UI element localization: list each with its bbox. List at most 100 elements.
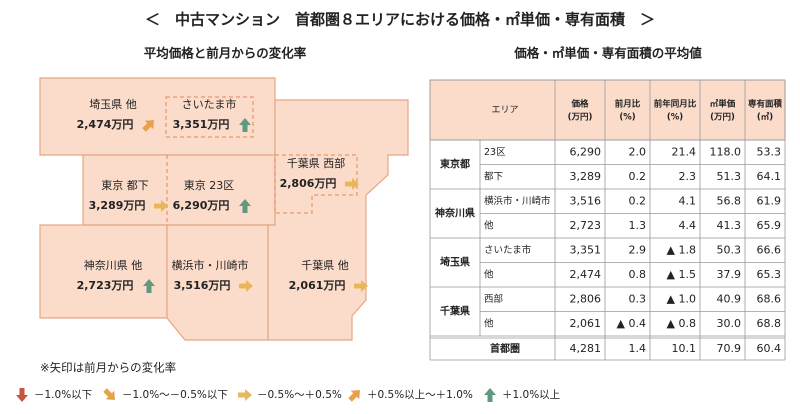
table-cell: 51.3 [717, 170, 742, 183]
table-cell: 0.2 [629, 170, 647, 183]
region-yokohama [166, 224, 269, 341]
group-name: 東京都 [440, 158, 470, 171]
table-cell: 2,723 [570, 219, 602, 232]
table-header: 前年同月比 [654, 99, 697, 110]
table-header: (万円) [568, 113, 593, 123]
table-cell: 2.3 [679, 170, 697, 183]
table-cell: 4,281 [570, 342, 602, 355]
legend-label: ＋1.0%以上 [502, 389, 560, 401]
table-cell: 3,351 [570, 243, 602, 256]
row-area: 他 [484, 317, 494, 329]
row-area: 23区 [484, 147, 506, 158]
arrow-shape [238, 389, 252, 401]
table-cell: 37.9 [717, 268, 742, 281]
table-cell: 0.3 [629, 292, 647, 305]
table-header: (㎡) [757, 112, 773, 123]
table-cell: 65.3 [757, 268, 782, 281]
table-cell: ▲ 1.5 [667, 268, 696, 281]
area-price: 6,290万円 [173, 199, 230, 212]
row-area: さいたま市 [484, 244, 532, 256]
trend-arrow [484, 388, 496, 402]
group-name: 千葉県 [440, 305, 470, 318]
table-cell: 53.3 [757, 145, 782, 158]
total-name: 首都圏 [490, 342, 520, 355]
area-price: 2,806万円 [280, 177, 337, 190]
group-name: 埼玉県 [440, 256, 470, 269]
table-cell: 3,289 [570, 170, 602, 183]
trend-arrow [143, 279, 155, 293]
table-header: (%) [619, 113, 635, 123]
area-price: 3,516万円 [174, 279, 231, 292]
legend-label: －0.5%～＋0.5% [257, 389, 342, 401]
region-chiba [267, 99, 409, 341]
arrow-shape [239, 199, 251, 213]
area-name: 千葉県 西部 [287, 156, 346, 170]
table-header: 専有面積 [748, 99, 783, 110]
area-name: 東京 23区 [184, 178, 235, 192]
arrow-shape [142, 120, 154, 132]
area-price: 3,289万円 [89, 199, 146, 212]
trend-arrow [142, 120, 154, 132]
group-name: 神奈川県 [435, 207, 475, 220]
area-name: 東京 都下 [101, 178, 149, 192]
table-cell: 0.8 [629, 268, 647, 281]
table-header: 価格 [570, 99, 589, 110]
trend-arrow [348, 390, 360, 402]
table-cell: 61.9 [757, 194, 782, 207]
table-cell: 68.6 [757, 292, 782, 305]
table-cell: 118.0 [710, 145, 742, 158]
trend-arrow [345, 178, 359, 190]
table-cell: 2,806 [570, 292, 602, 305]
trend-arrow [16, 388, 28, 402]
table-title: 価格・㎡単価・専有面積の平均値 [513, 46, 702, 61]
legend-label: ＋0.5%以上～＋1.0% [367, 389, 473, 401]
table-cell: 10.1 [672, 342, 697, 355]
table-cell: 2,474 [570, 268, 602, 281]
row-area: 西部 [484, 293, 503, 305]
table-cell: ▲ 1.8 [667, 243, 696, 256]
arrow-shape [348, 390, 360, 402]
outline-saitama-city [165, 96, 254, 138]
trend-arrow [354, 280, 368, 292]
table-cell: 4.1 [679, 194, 697, 207]
table-cell: 2.9 [629, 243, 647, 256]
table-cell: 1.3 [629, 219, 647, 232]
table-cell: 70.9 [717, 342, 742, 355]
table-header-bg [429, 79, 786, 141]
trend-arrow [239, 199, 251, 213]
area-price: 2,474万円 [77, 118, 134, 131]
table-cell: 60.4 [757, 342, 782, 355]
page-title: ＜ 中古マンション 首都圏８エリアにおける価格・㎡単価・専有面積 ＞ [145, 11, 655, 29]
trend-arrow [238, 389, 252, 401]
row-area: 横浜市・川崎市 [484, 195, 551, 207]
table-cell: 1.4 [629, 342, 647, 355]
table-cell: 68.8 [757, 317, 782, 330]
arrow-shape [484, 388, 496, 402]
trend-arrow [239, 280, 253, 292]
area-name: さいたま市 [182, 97, 237, 111]
arrow-shape [354, 280, 368, 292]
table-cell: ▲ 0.4 [617, 317, 646, 330]
table-cell: ▲ 0.8 [667, 317, 696, 330]
area-name: 千葉県 他 [301, 258, 349, 272]
legend-label: －1.0%～－0.5%以下 [122, 389, 228, 401]
table-cell: 50.3 [717, 243, 742, 256]
table-cell: 21.4 [672, 145, 697, 158]
table-cell: 2.0 [629, 145, 647, 158]
area-name: 埼玉県 他 [89, 97, 137, 111]
table-cell: 3,516 [570, 194, 602, 207]
table-cell: 30.0 [717, 317, 742, 330]
table-cell: 41.3 [717, 219, 742, 232]
table-header: 前月比 [615, 99, 641, 110]
table-cell: 6,290 [570, 145, 602, 158]
table-cell: 65.9 [757, 219, 782, 232]
row-area: 都下 [484, 171, 503, 182]
area-price: 3,351万円 [173, 118, 230, 131]
area-name: 横浜市・川崎市 [172, 258, 249, 272]
arrow-shape [154, 200, 168, 212]
table-header: (万円) [710, 113, 735, 123]
table-header: ㎡単価 [710, 99, 736, 110]
table-frame [429, 79, 786, 141]
area-price: 2,723万円 [77, 279, 134, 292]
